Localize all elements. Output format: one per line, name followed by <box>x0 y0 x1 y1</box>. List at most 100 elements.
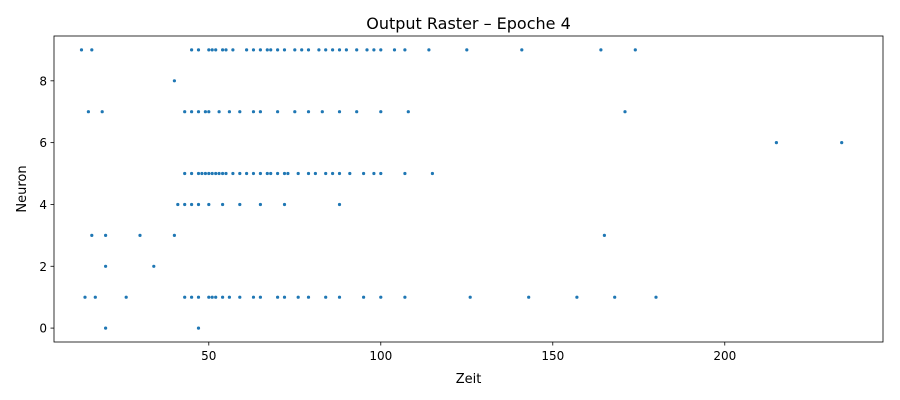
spike-point <box>214 171 218 176</box>
spike-point <box>183 295 187 299</box>
spike-point <box>90 233 94 237</box>
spike-point <box>251 171 256 176</box>
spike-point <box>207 171 211 176</box>
spike-point <box>221 202 225 207</box>
x-tick-label: 100 <box>369 349 392 363</box>
spike-point <box>362 171 366 176</box>
y-axis-label: Neuron <box>15 165 30 212</box>
x-axis: 50 100 150 200 <box>201 342 736 363</box>
spike-point <box>104 233 108 237</box>
spike-point <box>430 171 434 176</box>
spike-point <box>320 110 324 114</box>
spike-point <box>100 110 104 114</box>
spike-point <box>296 295 300 299</box>
spike-point <box>403 171 407 176</box>
spike-point <box>337 110 342 114</box>
spike-point <box>306 171 311 176</box>
y-tick-label: 6 <box>39 136 47 150</box>
spike-point <box>286 171 290 176</box>
spike-point <box>324 171 328 176</box>
y-tick-label: 8 <box>39 74 47 88</box>
spike-point <box>238 171 242 176</box>
spike-point <box>190 202 194 207</box>
spike-point <box>306 295 311 299</box>
spike-point <box>190 295 194 299</box>
spike-point <box>190 171 194 176</box>
spike-point <box>293 110 297 114</box>
spike-point <box>231 171 235 176</box>
spike-point <box>282 295 287 299</box>
spike-point <box>324 48 328 52</box>
spike-point <box>217 171 221 176</box>
spike-point <box>355 48 359 52</box>
spike-point <box>840 141 844 145</box>
spike-point <box>207 202 211 207</box>
spike-point <box>258 110 262 114</box>
spike-point <box>207 110 211 114</box>
spike-point <box>190 48 194 52</box>
spike-point <box>465 48 469 52</box>
spike-point <box>238 202 242 207</box>
spike-point <box>90 48 94 52</box>
spike-point <box>365 48 369 52</box>
spike-point <box>258 202 262 207</box>
spike-point <box>344 48 348 52</box>
spike-point <box>372 171 376 176</box>
spike-point <box>210 48 214 52</box>
spike-point <box>337 295 342 299</box>
spike-point <box>238 110 242 114</box>
spike-point <box>599 48 603 52</box>
spike-point <box>282 48 287 52</box>
spike-point <box>245 48 249 52</box>
spike-point <box>337 171 342 176</box>
spike-point <box>183 171 187 176</box>
spike-point <box>331 48 335 52</box>
spike-point <box>196 171 201 176</box>
spike-point <box>200 171 204 176</box>
spike-point <box>392 48 397 52</box>
spike-point <box>83 295 87 299</box>
spike-point <box>124 295 128 299</box>
spike-point <box>623 110 627 114</box>
spike-point <box>427 48 431 52</box>
spike-point <box>324 295 328 299</box>
y-tick-label: 2 <box>39 260 47 274</box>
spike-marks <box>79 48 844 330</box>
spike-point <box>331 171 335 176</box>
spike-point <box>245 171 249 176</box>
spike-point <box>379 110 383 114</box>
spike-point <box>210 171 214 176</box>
spike-point <box>337 202 342 207</box>
spike-point <box>221 295 225 299</box>
spike-point <box>196 295 201 299</box>
spike-point <box>403 295 407 299</box>
spike-point <box>654 295 658 299</box>
spike-point <box>355 110 359 114</box>
spike-point <box>276 48 280 52</box>
spike-point <box>613 295 617 299</box>
spike-point <box>379 171 383 176</box>
spike-point <box>520 48 524 52</box>
spike-point <box>196 326 201 330</box>
spike-point <box>217 110 221 114</box>
x-tick-label: 200 <box>713 349 736 363</box>
spike-point <box>196 48 201 52</box>
spike-point <box>207 48 211 52</box>
spike-point <box>575 295 579 299</box>
spike-point <box>293 48 297 52</box>
y-axis: 0 2 4 6 8 <box>39 74 54 336</box>
spike-point <box>265 48 269 52</box>
spike-point <box>227 110 231 114</box>
spike-point <box>224 48 228 52</box>
spike-point <box>104 264 108 268</box>
y-tick-label: 4 <box>39 198 47 212</box>
spike-point <box>296 171 300 176</box>
spike-point <box>282 202 287 207</box>
spike-point <box>269 48 273 52</box>
spike-point <box>214 295 218 299</box>
x-tick-label: 50 <box>201 349 216 363</box>
spike-point <box>269 171 273 176</box>
spike-point <box>276 171 280 176</box>
spike-point <box>86 110 90 114</box>
spike-point <box>317 48 321 52</box>
